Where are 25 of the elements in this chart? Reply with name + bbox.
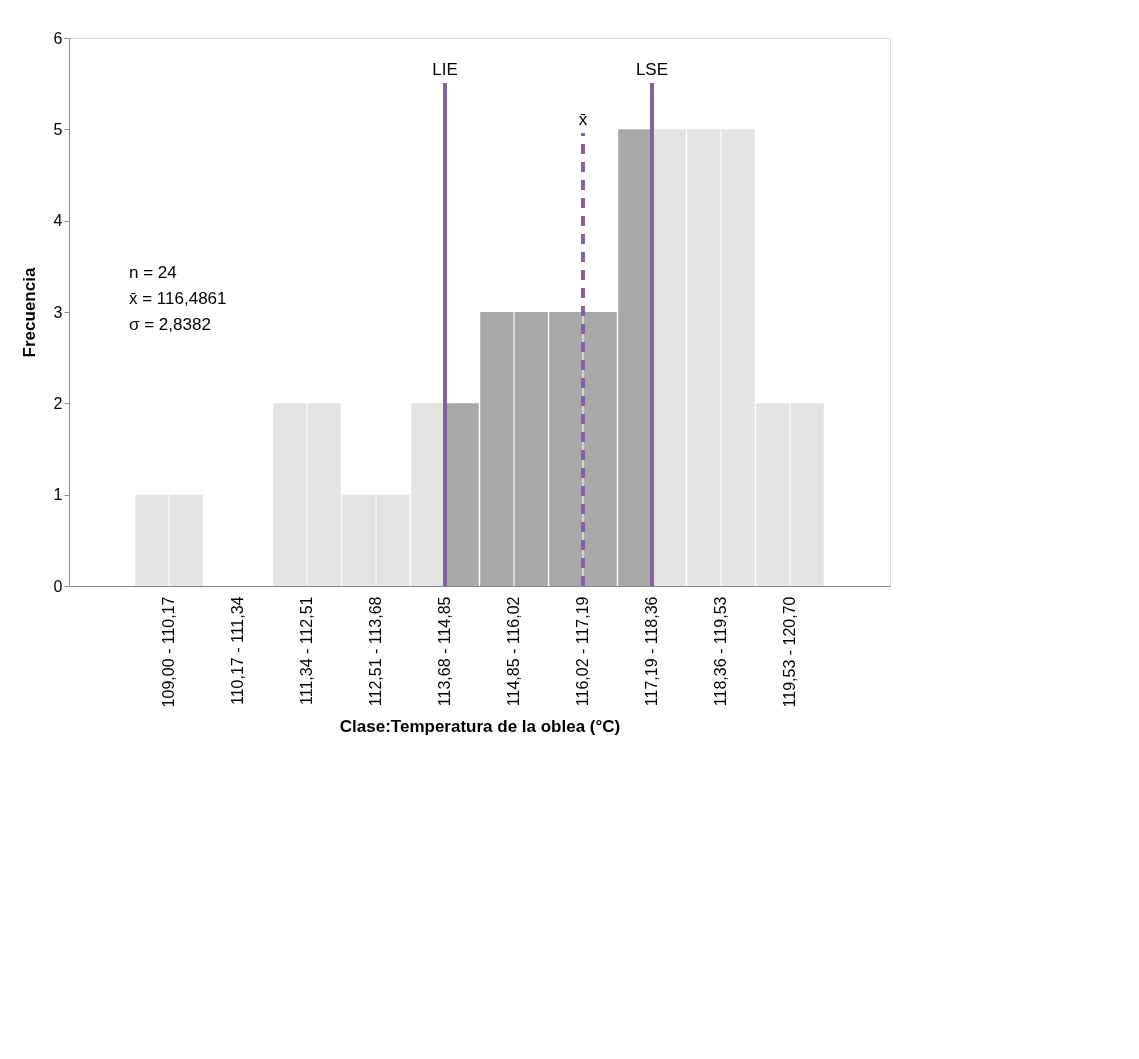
x-tick-label: 109,00 - 110,17 (160, 596, 178, 708)
x-axis-title: Clase:Temperatura de la oblea (°C) (339, 717, 621, 737)
y-tick-label: 6 (53, 29, 63, 47)
annotation: x̄ = 116,4861 (129, 289, 227, 308)
ref-line-label: LSE (635, 60, 669, 79)
x-tick-label: 116,02 - 117,19 (573, 596, 591, 707)
y-tick-label: 4 (53, 212, 63, 230)
y-tick-label: 2 (53, 394, 63, 412)
x-tick-label: 111,34 - 112,51 (298, 596, 316, 706)
x-tick-label: 118,36 - 119,53 (711, 596, 729, 707)
x-tick-label: 117,19 - 118,36 (642, 596, 660, 707)
y-axis-title: Frecuencia (19, 267, 39, 358)
ref-line-label: x̄ (578, 110, 588, 129)
y-tick-label: 3 (53, 303, 63, 321)
x-tick-label: 112,51 - 113,68 (367, 596, 385, 707)
y-tick-label: 0 (53, 577, 63, 595)
x-tick-label: 110,17 - 111,34 (229, 596, 247, 706)
x-tick-label: 113,68 - 114,85 (436, 596, 453, 707)
x-tick-label: 114,85 - 116,02 (505, 596, 522, 707)
y-tick-label: 5 (53, 120, 63, 138)
x-tick-label: 119,53 - 120,70 (780, 596, 798, 708)
y-tick-label: 1 (53, 486, 63, 504)
annotation: n = 24 (129, 263, 177, 282)
ref-line-label: LIE (432, 60, 458, 79)
annotation: σ = 2,8382 (129, 315, 211, 334)
